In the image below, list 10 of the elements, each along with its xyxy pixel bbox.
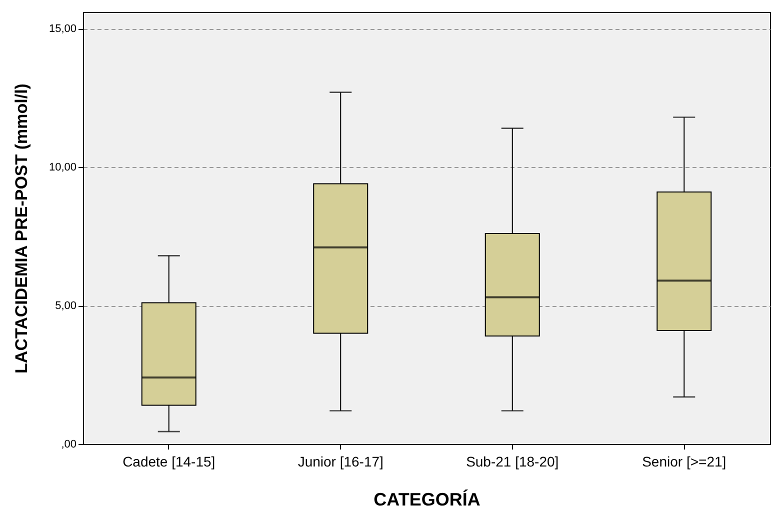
- y-tick-label: 15,00: [48, 23, 76, 36]
- y-tick-label: 10,00: [48, 162, 76, 174]
- x-tick-label: Cadete [14-15]: [122, 454, 216, 470]
- y-axis-title: LACTACIDEMIA PRE-POST (mmol/l): [12, 84, 31, 374]
- x-axis-title: CATEGORÍA: [374, 490, 480, 510]
- x-tick-label: Junior [16-17]: [298, 454, 384, 470]
- y-tick-label: ,00: [61, 438, 76, 450]
- x-tick-label: Senior [>=21]: [642, 454, 726, 470]
- y-tick-label: 5,00: [55, 300, 76, 312]
- x-tick-label: Sub-21 [18-20]: [466, 454, 559, 470]
